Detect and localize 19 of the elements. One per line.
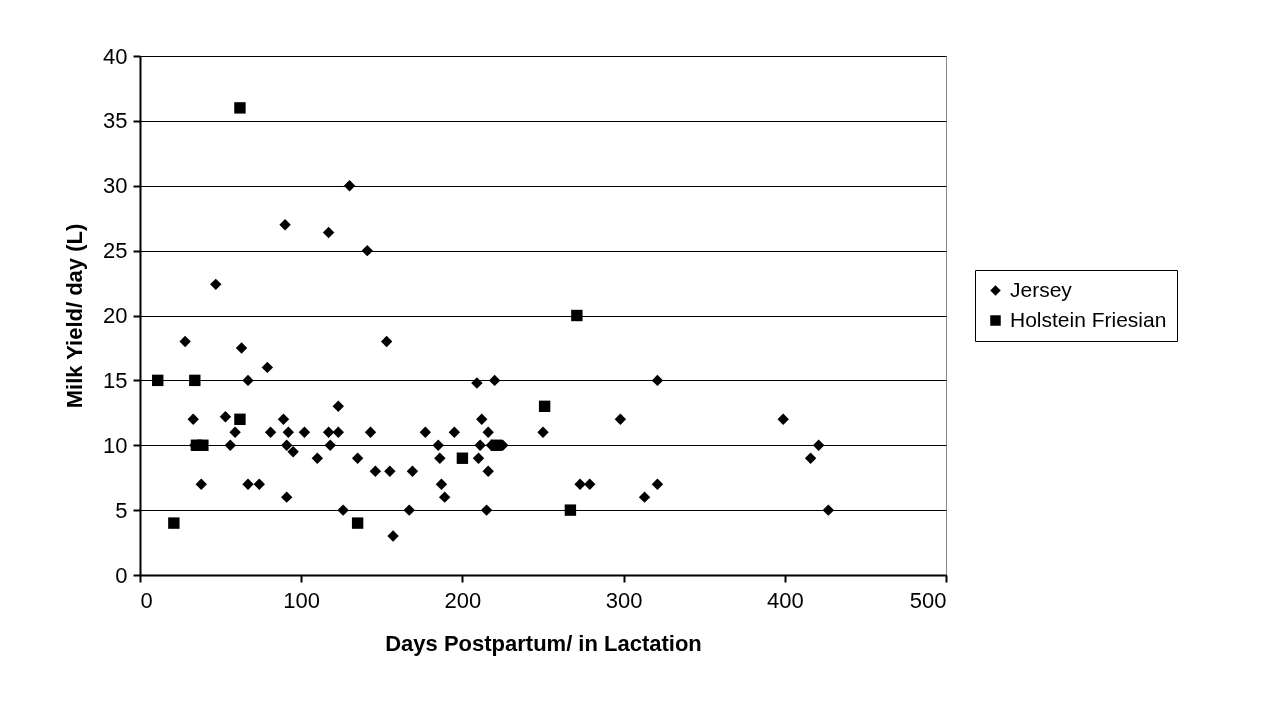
x-tick-label: 300 <box>605 587 643 613</box>
legend-label: Holstein Friesian <box>1010 307 1167 331</box>
x-tick-label: 500 <box>909 587 947 613</box>
y-tick-label: 15 <box>103 367 128 393</box>
y-tick-label: 10 <box>103 432 128 458</box>
legend-label: Jersey <box>1010 277 1073 301</box>
y-tick-label: 35 <box>103 108 128 134</box>
x-tick-label: 400 <box>766 587 804 613</box>
x-tick-label: 200 <box>444 587 482 613</box>
y-tick-label: 20 <box>103 303 128 328</box>
y-tick-label: 0 <box>115 562 128 588</box>
y-tick-label: 5 <box>115 497 128 523</box>
y-tick-label: 40 <box>103 43 128 69</box>
x-tick-label: 0 <box>140 587 153 613</box>
y-tick-label: 25 <box>103 238 128 264</box>
x-tick-label: 100 <box>283 587 321 613</box>
y-tick-label: 30 <box>103 173 128 199</box>
x-axis-title: Days Postpartum/ in Lactation <box>385 630 702 656</box>
y-axis-title: Milk Yield/ day (L) <box>62 223 88 409</box>
